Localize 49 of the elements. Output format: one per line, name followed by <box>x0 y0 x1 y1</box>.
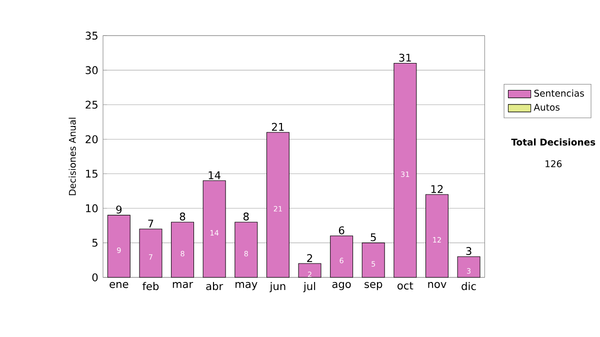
bar <box>425 194 448 278</box>
x-tick-label: nov <box>428 282 446 288</box>
total-label: 3 <box>466 247 472 256</box>
bar <box>171 222 194 278</box>
x-tick-label: may <box>236 282 258 290</box>
text: 126 <box>546 160 562 168</box>
bar <box>107 215 130 278</box>
total-label: 14 <box>208 171 220 180</box>
x-tick-label: feb <box>142 282 159 290</box>
bar <box>330 236 354 278</box>
x-tick-label: jul <box>303 282 316 292</box>
x-tick-label: jun <box>270 282 286 292</box>
total-label: 21 <box>272 123 284 131</box>
y-tick-label: 0 <box>92 273 98 282</box>
bar <box>234 222 258 278</box>
x-tick-label: oct <box>398 282 414 290</box>
bar <box>139 228 162 278</box>
total-label: 9 <box>116 206 122 214</box>
bar <box>457 256 480 278</box>
bar <box>394 63 417 278</box>
x-tick-label: mar <box>172 282 194 288</box>
y-tick-label: 35 <box>86 32 98 40</box>
x-tick-label: sep <box>364 282 382 290</box>
total-label: 6 <box>338 226 344 234</box>
total-label: 8 <box>244 212 249 221</box>
total-label: 2 <box>307 254 312 262</box>
y-tick-label: 10 <box>86 204 98 212</box>
bar <box>298 263 322 278</box>
legend-label: Autos <box>534 104 560 111</box>
y-tick-label: 15 <box>86 170 98 178</box>
x-tick-label: ene <box>110 282 128 288</box>
x-tick-label: abr <box>206 282 224 290</box>
legend-label: Sentencias <box>534 90 584 97</box>
text: Total Decisiones <box>511 138 596 146</box>
total-label: 5 <box>370 233 376 242</box>
x-tick-label: dic <box>462 282 476 290</box>
y-axis-title: Decisiones Anual <box>68 118 76 196</box>
bar <box>362 242 385 278</box>
y-tick-label: 20 <box>86 135 98 144</box>
total-label: 12 <box>431 185 443 193</box>
bar <box>202 180 226 278</box>
total-label: 31 <box>399 54 411 62</box>
bar <box>266 132 290 278</box>
x-tick-label: ago <box>332 282 351 290</box>
y-tick-label: 30 <box>86 66 98 74</box>
total-label: 7 <box>148 220 154 228</box>
y-tick-label: 5 <box>92 238 98 247</box>
y-tick-label: 25 <box>86 100 98 109</box>
total-label: 8 <box>180 212 186 221</box>
